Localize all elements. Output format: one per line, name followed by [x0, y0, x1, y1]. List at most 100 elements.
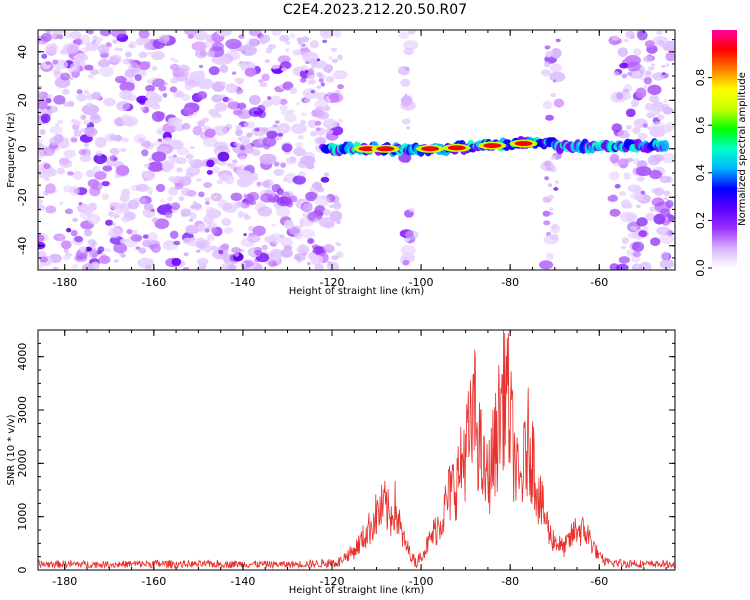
- noise-blob: [102, 165, 113, 172]
- noise-blob: [550, 92, 556, 98]
- noise-blob: [62, 88, 70, 94]
- noise-blob: [43, 163, 51, 170]
- noise-blob: [248, 107, 264, 117]
- noise-blob: [78, 148, 87, 156]
- noise-blob: [126, 228, 133, 235]
- noise-blob: [140, 106, 146, 111]
- noise-blob: [162, 92, 168, 98]
- noise-blob: [109, 147, 120, 155]
- noise-blob: [196, 249, 201, 253]
- noise-blob: [292, 175, 307, 185]
- noise-blob: [309, 58, 318, 66]
- noise-blob: [216, 179, 224, 185]
- noise-blob: [206, 221, 218, 229]
- noise-blob: [608, 171, 620, 181]
- noise-blob: [181, 187, 191, 197]
- noise-blob: [247, 234, 261, 243]
- noise-blob: [109, 134, 116, 141]
- noise-blob: [322, 208, 331, 216]
- x-tick-label: -140: [230, 276, 255, 289]
- noise-blob: [171, 257, 182, 267]
- noise-blob: [277, 55, 291, 64]
- noise-blob: [181, 122, 191, 130]
- noise-blob: [297, 134, 304, 140]
- noise-blob: [138, 247, 147, 254]
- noise-blob: [397, 65, 410, 76]
- noise-blob: [665, 63, 670, 67]
- noise-blob: [125, 51, 132, 58]
- noise-blob: [550, 155, 557, 160]
- noise-blob: [662, 106, 674, 115]
- noise-blob: [630, 99, 640, 108]
- noise-blob: [400, 245, 416, 256]
- noise-blob: [169, 230, 179, 240]
- noise-blob: [63, 248, 69, 254]
- noise-blob: [237, 210, 245, 218]
- noise-blob: [332, 201, 342, 210]
- noise-blob: [128, 77, 134, 82]
- noise-blob: [227, 264, 237, 270]
- noise-blob: [188, 158, 195, 165]
- noise-blob: [178, 195, 185, 202]
- noise-blob: [618, 191, 627, 197]
- noise-blob: [174, 182, 184, 190]
- noise-blob: [609, 194, 618, 200]
- noise-blob: [197, 223, 206, 231]
- noise-blob: [138, 197, 147, 205]
- signal-peak: [376, 146, 395, 152]
- noise-blob: [297, 40, 305, 46]
- noise-blob: [41, 32, 52, 42]
- noise-blob: [210, 110, 219, 119]
- noise-blob: [171, 202, 181, 211]
- noise-blob: [647, 126, 653, 131]
- noise-blob: [290, 123, 307, 135]
- noise-blob: [121, 188, 131, 197]
- noise-blob: [161, 160, 174, 171]
- noise-blob: [236, 124, 242, 130]
- noise-blob: [272, 252, 282, 262]
- noise-blob: [639, 261, 652, 270]
- noise-blob: [316, 85, 322, 90]
- noise-blob: [627, 184, 641, 193]
- noise-blob: [656, 30, 663, 35]
- noise-blob: [237, 80, 243, 85]
- noise-blob: [91, 91, 102, 100]
- noise-blob: [198, 64, 204, 69]
- noise-blob: [100, 52, 109, 59]
- noise-blob: [653, 187, 665, 196]
- y-tick-label: 1000: [16, 503, 29, 531]
- noise-blob: [329, 125, 344, 136]
- noise-blob: [170, 117, 183, 127]
- noise-blob: [115, 164, 130, 176]
- noise-blob: [637, 30, 648, 41]
- noise-blob: [332, 70, 348, 80]
- noise-blob: [632, 126, 641, 135]
- noise-blob: [119, 147, 127, 153]
- noise-blob: [544, 45, 551, 50]
- noise-blob: [248, 225, 254, 232]
- noise-blob: [57, 234, 66, 242]
- noise-blob: [239, 155, 247, 161]
- signal-peak: [421, 146, 439, 152]
- noise-blob: [114, 75, 127, 84]
- noise-blob: [236, 177, 252, 188]
- noise-blob: [660, 251, 670, 261]
- y-tick-label: 0: [16, 145, 29, 152]
- noise-blob: [327, 260, 333, 266]
- noise-blob: [281, 143, 293, 153]
- noise-blob: [330, 47, 338, 52]
- noise-blob: [640, 190, 646, 195]
- noise-blob: [653, 130, 663, 138]
- noise-blob: [238, 34, 245, 39]
- noise-blob: [298, 171, 306, 177]
- noise-blob: [185, 153, 194, 160]
- noise-blob: [625, 108, 636, 118]
- noise-blob: [631, 70, 641, 79]
- noise-blob: [550, 223, 561, 234]
- noise-blob: [398, 31, 410, 40]
- noise-blob: [164, 211, 173, 219]
- noise-blob: [114, 47, 120, 51]
- noise-blob: [279, 35, 290, 42]
- x-tick-label: -180: [52, 276, 77, 289]
- noise-blob: [217, 151, 230, 162]
